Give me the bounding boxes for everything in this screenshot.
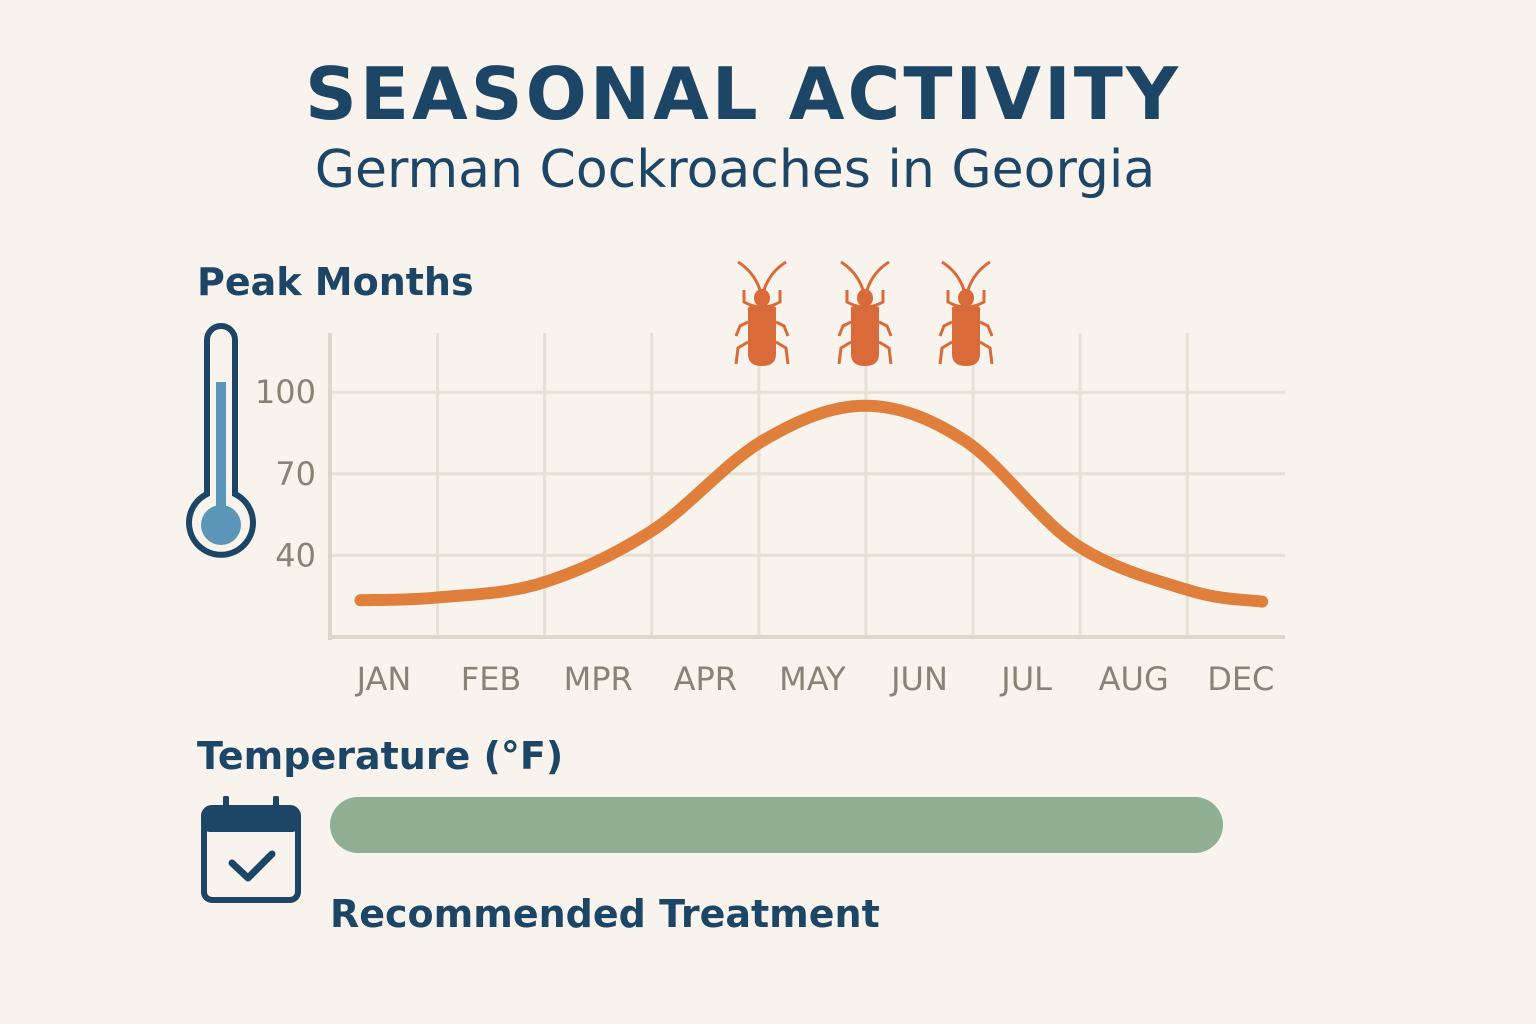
x-tick-label: MPR (564, 660, 633, 698)
activity-curve (354, 399, 1269, 608)
x-tick-label: MAY (779, 660, 846, 698)
temperature-label: Temperature (°F) (197, 734, 564, 778)
y-tick-label: 100 (255, 373, 316, 411)
calendar-check-icon (201, 796, 301, 903)
page-subtitle: German Cockroaches in Georgia (314, 140, 1156, 200)
x-tick-label: FEB (461, 660, 522, 698)
recommended-treatment-bar (330, 797, 1223, 853)
x-tick-label: AUG (1099, 660, 1169, 698)
cockroach-icon (837, 260, 893, 366)
x-tick-label: JAN (355, 660, 412, 698)
x-tick-label: DEC (1207, 660, 1274, 698)
x-tick-label: APR (674, 660, 737, 698)
peak-months-label: Peak Months (197, 260, 474, 304)
thermometer-icon (186, 323, 256, 558)
x-tick-label: JUL (999, 660, 1052, 698)
page-title: SEASONAL ACTIVITY (305, 52, 1181, 136)
y-tick-label: 40 (275, 536, 316, 574)
activity-chart: 40 70 100 JAN FEB MPR APR MAY JUN JUL AUG DEC (255, 260, 1285, 698)
y-tick-label: 70 (275, 455, 316, 493)
recommended-treatment-label: Recommended Treatment (330, 892, 880, 936)
cockroach-icon (734, 260, 790, 366)
x-tick-label: JUN (889, 660, 948, 698)
cockroach-icon (938, 260, 994, 366)
